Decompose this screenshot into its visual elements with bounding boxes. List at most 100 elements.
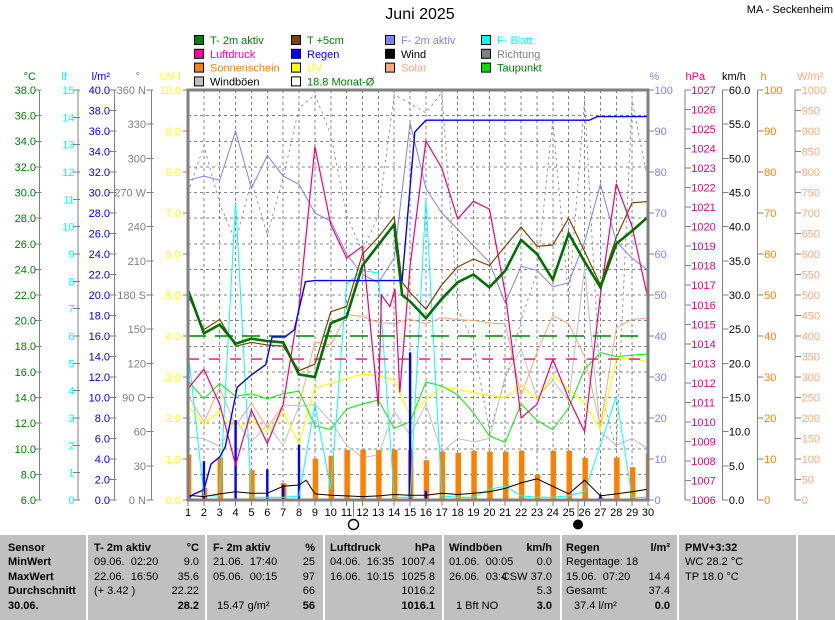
svg-text:22.0: 22.0 bbox=[15, 290, 36, 302]
svg-text:7.0: 7.0 bbox=[166, 208, 181, 220]
svg-text:0.0: 0.0 bbox=[95, 495, 110, 507]
svg-text:MA - Seckenheim: MA - Seckenheim bbox=[747, 4, 833, 16]
svg-text:1000: 1000 bbox=[802, 85, 826, 97]
svg-text:km/h: km/h bbox=[722, 71, 746, 83]
svg-text:1016: 1016 bbox=[691, 300, 715, 312]
svg-text:120: 120 bbox=[128, 358, 146, 370]
svg-text:32.0: 32.0 bbox=[15, 162, 36, 174]
svg-text:400: 400 bbox=[802, 331, 820, 343]
svg-text:25: 25 bbox=[563, 507, 575, 519]
svg-text:1010: 1010 bbox=[691, 417, 715, 429]
svg-text:1023: 1023 bbox=[691, 163, 715, 175]
svg-text:19: 19 bbox=[467, 507, 479, 519]
svg-text:40: 40 bbox=[655, 331, 667, 343]
svg-text:23: 23 bbox=[531, 507, 543, 519]
svg-text:360 N: 360 N bbox=[117, 85, 146, 97]
svg-text:5: 5 bbox=[248, 507, 254, 519]
svg-text:11: 11 bbox=[341, 507, 352, 519]
svg-text:35.0: 35.0 bbox=[729, 256, 750, 268]
svg-text:T +5cm: T +5cm bbox=[307, 35, 344, 47]
svg-text:450: 450 bbox=[802, 311, 820, 323]
svg-text:2.0: 2.0 bbox=[166, 413, 181, 425]
svg-text:21: 21 bbox=[499, 507, 511, 519]
svg-text:90: 90 bbox=[764, 126, 776, 138]
svg-text:8: 8 bbox=[296, 507, 302, 519]
svg-text:0.0: 0.0 bbox=[729, 495, 744, 507]
svg-text:38.0: 38.0 bbox=[89, 106, 110, 118]
svg-text:0: 0 bbox=[68, 495, 74, 507]
svg-text:Windböen: Windböen bbox=[210, 76, 260, 88]
svg-text:1019: 1019 bbox=[691, 241, 715, 253]
svg-text:6.0: 6.0 bbox=[21, 495, 36, 507]
svg-text:70: 70 bbox=[655, 208, 667, 220]
svg-text:24: 24 bbox=[547, 507, 559, 519]
svg-text:17: 17 bbox=[436, 507, 448, 519]
svg-text:50: 50 bbox=[802, 475, 814, 487]
svg-text:13: 13 bbox=[62, 140, 74, 152]
svg-text:10.0: 10.0 bbox=[15, 444, 36, 456]
svg-text:16.0: 16.0 bbox=[89, 331, 110, 343]
svg-text:12.0: 12.0 bbox=[15, 418, 36, 430]
svg-text:7: 7 bbox=[68, 304, 74, 316]
svg-text:1: 1 bbox=[185, 507, 191, 519]
svg-text:20: 20 bbox=[483, 507, 495, 519]
svg-text:Regen: Regen bbox=[307, 49, 339, 61]
svg-text:4.0: 4.0 bbox=[166, 331, 181, 343]
svg-text:90: 90 bbox=[655, 126, 667, 138]
svg-text:10: 10 bbox=[655, 454, 667, 466]
svg-text:1021: 1021 bbox=[691, 202, 715, 214]
svg-text:Solar: Solar bbox=[401, 63, 427, 75]
svg-text:10.0: 10.0 bbox=[729, 427, 750, 439]
svg-text:1020: 1020 bbox=[691, 222, 715, 234]
svg-text:14.0: 14.0 bbox=[89, 352, 110, 364]
svg-text:lf: lf bbox=[62, 71, 68, 83]
svg-text:1022: 1022 bbox=[691, 183, 715, 195]
svg-text:F- Blatt: F- Blatt bbox=[497, 35, 532, 47]
svg-text:60: 60 bbox=[655, 249, 667, 261]
svg-text:300: 300 bbox=[802, 372, 820, 384]
svg-text:800: 800 bbox=[802, 167, 820, 179]
svg-text:°: ° bbox=[136, 71, 140, 83]
svg-text:1018: 1018 bbox=[691, 261, 715, 273]
svg-text:0: 0 bbox=[655, 495, 661, 507]
svg-text:10: 10 bbox=[325, 507, 337, 519]
svg-text:1017: 1017 bbox=[691, 280, 715, 292]
svg-text:18.0: 18.0 bbox=[15, 341, 36, 353]
svg-text:34.0: 34.0 bbox=[89, 147, 110, 159]
svg-text:20.0: 20.0 bbox=[15, 316, 36, 328]
svg-text:950: 950 bbox=[802, 106, 820, 118]
svg-text:1011: 1011 bbox=[691, 397, 715, 409]
svg-text:80: 80 bbox=[655, 167, 667, 179]
svg-text:7: 7 bbox=[280, 507, 286, 519]
svg-text:150: 150 bbox=[128, 324, 146, 336]
svg-text:20: 20 bbox=[764, 413, 776, 425]
svg-text:2: 2 bbox=[201, 507, 207, 519]
svg-text:150: 150 bbox=[802, 434, 820, 446]
svg-text:%: % bbox=[650, 71, 660, 83]
svg-text:1025: 1025 bbox=[691, 124, 715, 136]
svg-text:25.0: 25.0 bbox=[729, 324, 750, 336]
svg-text:34.0: 34.0 bbox=[15, 136, 36, 148]
svg-text:9: 9 bbox=[68, 249, 74, 261]
svg-text:60: 60 bbox=[764, 249, 776, 261]
svg-text:1015: 1015 bbox=[691, 319, 715, 331]
svg-text:8.0: 8.0 bbox=[95, 413, 110, 425]
svg-text:6: 6 bbox=[264, 507, 270, 519]
svg-text:18: 18 bbox=[452, 507, 464, 519]
svg-text:5.0: 5.0 bbox=[166, 290, 181, 302]
svg-text:Juni 2025: Juni 2025 bbox=[385, 6, 454, 23]
svg-text:16: 16 bbox=[420, 507, 432, 519]
svg-text:4.0: 4.0 bbox=[95, 454, 110, 466]
svg-text:15: 15 bbox=[62, 85, 74, 97]
svg-text:90 O: 90 O bbox=[122, 393, 146, 405]
svg-text:12.0: 12.0 bbox=[89, 372, 110, 384]
svg-text:28.0: 28.0 bbox=[89, 208, 110, 220]
svg-text:29: 29 bbox=[626, 507, 638, 519]
svg-text:1013: 1013 bbox=[691, 358, 715, 370]
svg-text:12: 12 bbox=[62, 167, 74, 179]
svg-text:h: h bbox=[761, 71, 767, 83]
svg-text:270 W: 270 W bbox=[114, 188, 146, 200]
svg-text:5: 5 bbox=[68, 358, 74, 370]
svg-text:100: 100 bbox=[655, 85, 673, 97]
svg-text:30: 30 bbox=[134, 461, 146, 473]
